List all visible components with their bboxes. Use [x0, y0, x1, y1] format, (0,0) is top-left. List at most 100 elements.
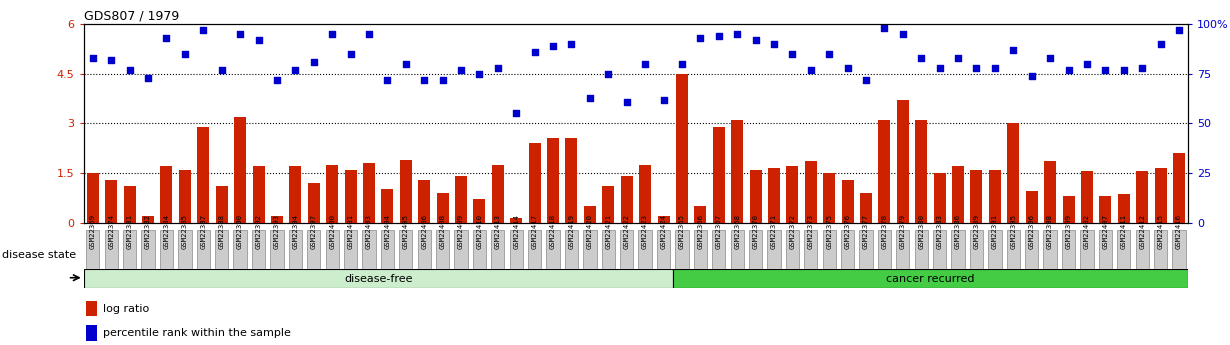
Bar	[1155, 168, 1166, 223]
Point	[653, 97, 673, 102]
Text: GSM22387: GSM22387	[200, 214, 207, 249]
Text: GDS807 / 1979: GDS807 / 1979	[84, 10, 178, 23]
Text: disease state: disease state	[2, 250, 76, 260]
Point	[341, 51, 360, 57]
Point	[248, 37, 268, 43]
FancyBboxPatch shape	[289, 230, 303, 271]
Bar	[768, 168, 780, 223]
Bar	[381, 189, 394, 223]
Text: GSM22403: GSM22403	[367, 214, 371, 249]
Text: GSM22408: GSM22408	[439, 214, 445, 249]
FancyBboxPatch shape	[1135, 230, 1149, 271]
FancyBboxPatch shape	[271, 230, 284, 271]
Bar	[989, 170, 1001, 223]
FancyBboxPatch shape	[712, 230, 726, 271]
FancyBboxPatch shape	[509, 230, 523, 271]
Bar	[860, 193, 872, 223]
Text: percentile rank within the sample: percentile rank within the sample	[103, 328, 290, 338]
Text: GSM22375: GSM22375	[827, 214, 833, 249]
Bar	[566, 138, 577, 223]
FancyBboxPatch shape	[197, 230, 210, 271]
Text: GSM22370: GSM22370	[753, 214, 759, 249]
FancyBboxPatch shape	[620, 230, 633, 271]
Bar	[492, 165, 504, 223]
FancyBboxPatch shape	[344, 230, 357, 271]
FancyBboxPatch shape	[915, 230, 927, 271]
Text: log ratio: log ratio	[103, 304, 149, 314]
FancyBboxPatch shape	[988, 230, 1001, 271]
Bar	[86, 325, 96, 341]
Bar	[474, 199, 486, 223]
Text: GSM22372: GSM22372	[790, 214, 796, 249]
FancyBboxPatch shape	[786, 230, 800, 271]
Point	[101, 57, 121, 63]
FancyBboxPatch shape	[860, 230, 872, 271]
FancyBboxPatch shape	[528, 230, 541, 271]
Point	[525, 49, 545, 55]
Text: GSM22367: GSM22367	[716, 214, 722, 249]
Bar	[1081, 171, 1093, 223]
Bar	[87, 173, 98, 223]
Text: GSM22411: GSM22411	[1121, 214, 1127, 249]
FancyBboxPatch shape	[123, 230, 137, 271]
FancyBboxPatch shape	[878, 230, 891, 271]
Text: GSM22401: GSM22401	[348, 214, 353, 249]
Bar	[823, 173, 835, 223]
FancyBboxPatch shape	[252, 230, 266, 271]
FancyBboxPatch shape	[1006, 230, 1020, 271]
Bar	[1118, 195, 1129, 223]
Bar	[621, 176, 632, 223]
Bar	[215, 186, 228, 223]
FancyBboxPatch shape	[1154, 230, 1167, 271]
FancyBboxPatch shape	[675, 230, 689, 271]
Point	[764, 41, 784, 47]
FancyBboxPatch shape	[657, 230, 670, 271]
Bar	[437, 193, 449, 223]
FancyBboxPatch shape	[1025, 230, 1038, 271]
Point	[581, 95, 600, 100]
Point	[875, 26, 894, 31]
Text: GSM22366: GSM22366	[697, 214, 704, 249]
FancyBboxPatch shape	[969, 230, 983, 271]
Point	[1096, 67, 1116, 72]
FancyBboxPatch shape	[86, 230, 100, 271]
Bar	[1173, 153, 1184, 223]
FancyBboxPatch shape	[897, 230, 909, 271]
Point	[212, 67, 231, 72]
Text: GSM22400: GSM22400	[330, 214, 335, 249]
Text: GSM22394: GSM22394	[293, 214, 299, 249]
Point	[470, 71, 490, 77]
Text: GSM22378: GSM22378	[882, 214, 887, 249]
Point	[544, 43, 563, 49]
FancyBboxPatch shape	[435, 230, 449, 271]
Point	[1041, 55, 1060, 61]
Bar	[603, 186, 614, 223]
Bar	[84, 269, 673, 288]
Point	[911, 55, 931, 61]
Bar	[1007, 124, 1020, 223]
Point	[396, 61, 416, 67]
Point	[488, 65, 508, 71]
Bar	[952, 166, 964, 223]
Bar	[344, 170, 357, 223]
Point	[948, 55, 968, 61]
Point	[322, 31, 342, 37]
Bar	[363, 163, 375, 223]
Point	[708, 33, 728, 39]
Point	[1151, 41, 1171, 47]
Bar	[841, 179, 854, 223]
Text: GSM22415: GSM22415	[1157, 214, 1164, 249]
Bar	[289, 166, 301, 223]
Text: GSM22418: GSM22418	[550, 214, 556, 249]
Text: GSM22414: GSM22414	[513, 214, 519, 249]
Bar	[124, 186, 135, 223]
Point	[690, 35, 710, 41]
Bar	[1044, 161, 1057, 223]
Point	[507, 111, 526, 116]
FancyBboxPatch shape	[381, 230, 394, 271]
FancyBboxPatch shape	[1117, 230, 1130, 271]
Bar	[529, 143, 541, 223]
Point	[82, 55, 102, 61]
Text: GSM22393: GSM22393	[274, 214, 280, 249]
Point	[156, 35, 176, 41]
